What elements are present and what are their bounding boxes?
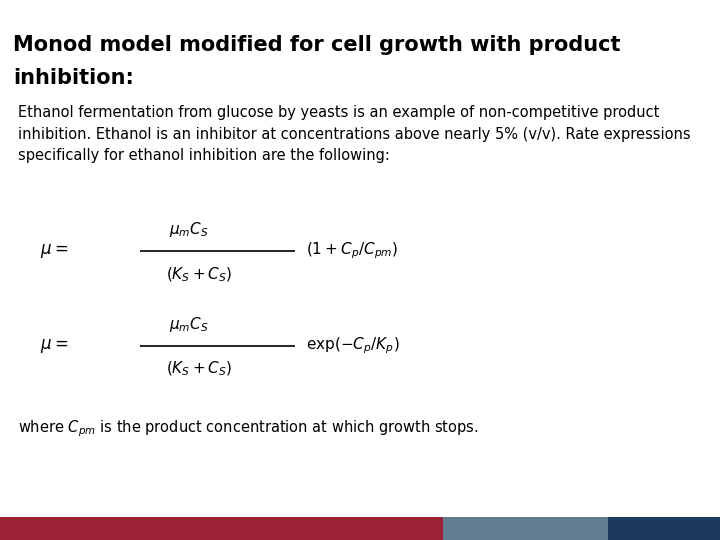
Text: Ethanol fermentation from glucose by yeasts is an example of non-competitive pro: Ethanol fermentation from glucose by yea… (18, 105, 690, 164)
Text: $(K_S + C_S)$: $(K_S + C_S)$ (166, 265, 232, 284)
Text: $\mu_m C_S$: $\mu_m C_S$ (169, 220, 209, 239)
Text: Monod model modified for cell growth with product: Monod model modified for cell growth wit… (13, 35, 621, 55)
Text: $(K_S + C_S)$: $(K_S + C_S)$ (166, 360, 232, 378)
Text: $\mu_m C_S$: $\mu_m C_S$ (169, 314, 209, 334)
Text: $\mu =$: $\mu =$ (40, 336, 68, 355)
Text: inhibition:: inhibition: (13, 68, 134, 87)
Text: $\exp(-C_p/K_p)$: $\exp(-C_p/K_p)$ (306, 335, 400, 356)
Text: $\mu =$: $\mu =$ (40, 242, 68, 260)
Text: where $C_{pm}$ is the product concentration at which growth stops.: where $C_{pm}$ is the product concentrat… (18, 418, 479, 439)
Text: $(1 + C_p/C_{pm})$: $(1 + C_p/C_{pm})$ (306, 241, 398, 261)
